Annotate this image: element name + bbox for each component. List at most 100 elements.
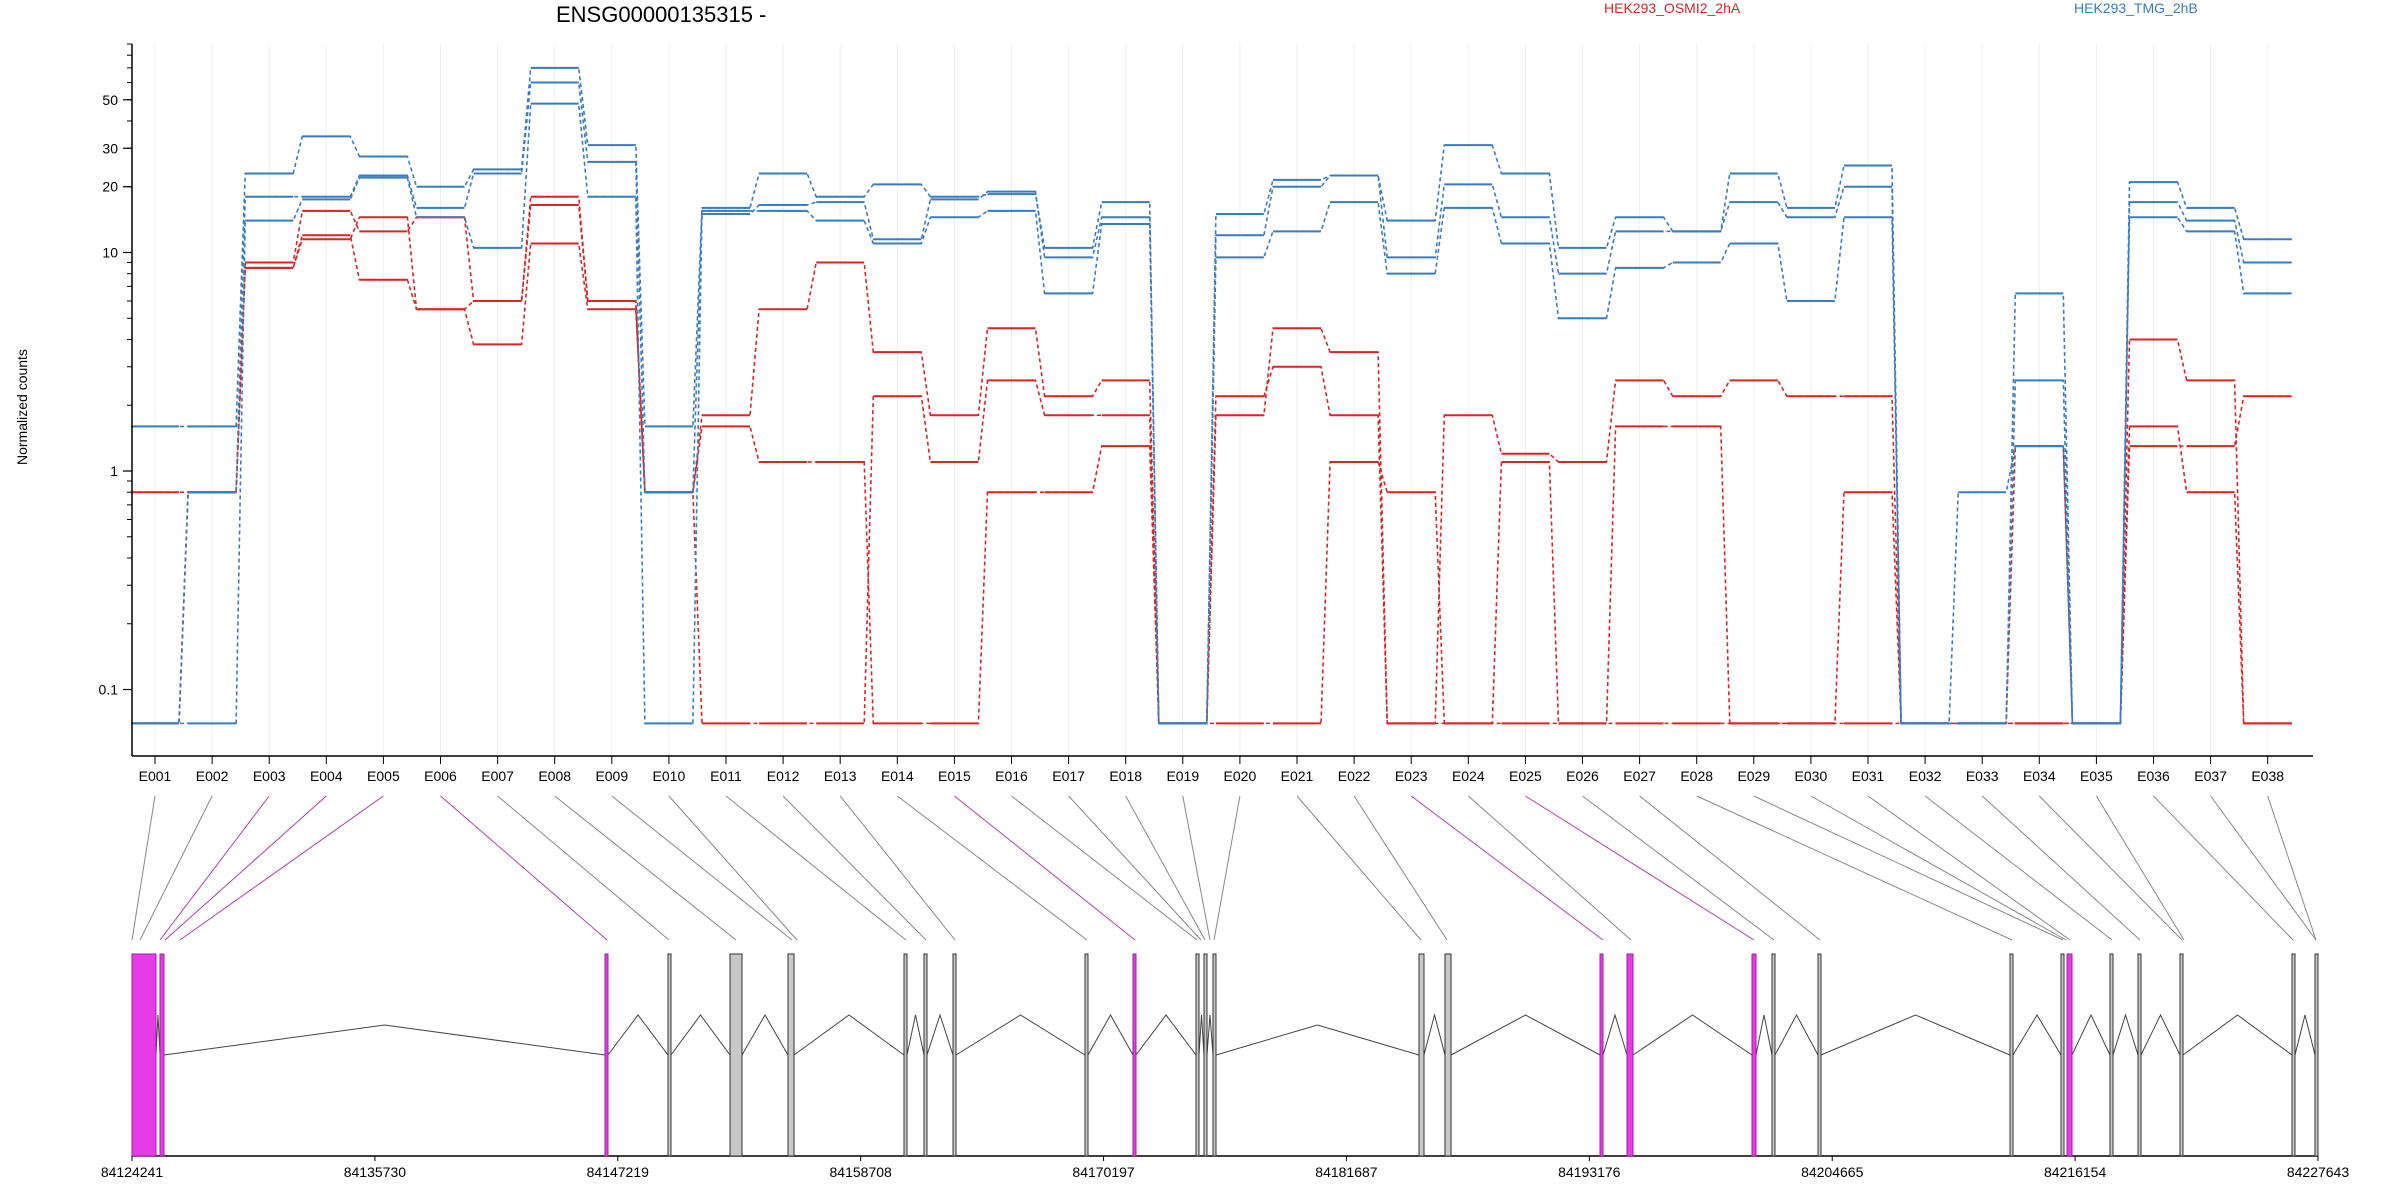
genomic-tick-label: 84204665 bbox=[1801, 1164, 1864, 1180]
x-tick-label: E005 bbox=[367, 768, 400, 784]
x-tick-label: E001 bbox=[139, 768, 172, 784]
x-tick-label: E006 bbox=[424, 768, 457, 784]
x-tick-label: E011 bbox=[710, 768, 742, 784]
exon-connector bbox=[1582, 795, 1775, 941]
intron-line bbox=[1423, 1013, 1446, 1056]
y-tick-label: 20 bbox=[102, 179, 118, 195]
exon-connector bbox=[2267, 795, 2317, 941]
x-tick-label: E019 bbox=[1166, 768, 1199, 784]
x-tick-label: E030 bbox=[1795, 768, 1828, 784]
exon-block bbox=[1771, 953, 1776, 1157]
intron-line bbox=[2182, 1014, 2293, 1056]
x-tick-label: E028 bbox=[1680, 768, 1713, 784]
exon-block bbox=[131, 953, 157, 1157]
intron-line bbox=[906, 1014, 925, 1056]
intron-line bbox=[741, 1013, 789, 1056]
series-layer bbox=[131, 66, 2292, 725]
intron-line bbox=[1198, 1014, 1205, 1056]
x-tick-label: E026 bbox=[1566, 768, 1599, 784]
exon-connector bbox=[1353, 795, 1448, 941]
exon-connector bbox=[2038, 795, 2183, 941]
x-tick-label: E012 bbox=[767, 768, 800, 784]
intron-line bbox=[1820, 1014, 2011, 1056]
x-tick-label: E035 bbox=[2080, 768, 2113, 784]
exon-connector bbox=[2153, 795, 2294, 941]
x-tick-label: E017 bbox=[1052, 768, 1085, 784]
x-tick-label: E031 bbox=[1852, 768, 1885, 784]
axes-layer: 0.1 1 10 20 30 50 E001 E002 E003 E004 E005 E006 E007… bbox=[99, 43, 2313, 784]
x-tick-label: E002 bbox=[196, 768, 229, 784]
exon-connector bbox=[2210, 795, 2317, 941]
intron-line bbox=[793, 1014, 905, 1056]
exon-connector bbox=[164, 795, 327, 941]
exon-connector bbox=[179, 795, 384, 941]
exon-block bbox=[1203, 953, 1208, 1157]
intron-line bbox=[955, 1014, 1086, 1056]
exon-block bbox=[1418, 953, 1425, 1157]
x-tick-label: E010 bbox=[653, 768, 686, 784]
exon-connector bbox=[1213, 795, 1241, 941]
intron-line bbox=[926, 1013, 954, 1056]
exon-connector bbox=[954, 795, 1136, 941]
exon-connector bbox=[725, 795, 907, 941]
exon-block bbox=[787, 953, 795, 1157]
exon-connector bbox=[1182, 795, 1211, 941]
exon-block bbox=[1599, 953, 1604, 1157]
genomic-tick-label: 84193176 bbox=[1558, 1164, 1621, 1180]
exon-connector bbox=[1696, 795, 2013, 941]
exon-block bbox=[2066, 953, 2073, 1157]
x-tick-label: E004 bbox=[310, 768, 343, 784]
intron-line bbox=[2294, 1014, 2316, 1056]
x-tick-label: E029 bbox=[1737, 768, 1770, 784]
exon-block bbox=[1626, 953, 1634, 1157]
x-tick-label: E015 bbox=[938, 768, 971, 784]
legend-item-osmi2: HEK293_OSMI2_2hA bbox=[1604, 0, 1741, 16]
x-tick-label: E038 bbox=[2251, 768, 2284, 784]
genomic-tick-label: 84135730 bbox=[344, 1164, 407, 1180]
exon-connector bbox=[1410, 795, 1604, 941]
exon-block bbox=[1195, 953, 1200, 1157]
exon-connector bbox=[782, 795, 927, 941]
exon-connector bbox=[131, 795, 156, 941]
exon-connector bbox=[1068, 795, 1202, 941]
series-line bbox=[131, 195, 2292, 725]
x-tick-label: E014 bbox=[881, 768, 914, 784]
x-tick-label: E025 bbox=[1509, 768, 1542, 784]
exon-block bbox=[1751, 953, 1757, 1157]
exon-connector bbox=[554, 795, 737, 941]
x-tick-label: E020 bbox=[1224, 768, 1257, 784]
exon-connector bbox=[839, 795, 956, 941]
x-tick-label: E022 bbox=[1338, 768, 1371, 784]
exon-connector bbox=[139, 795, 213, 941]
exon-connector bbox=[1924, 795, 2113, 941]
exon-connector bbox=[1753, 795, 2064, 941]
intron-line bbox=[1135, 1014, 1197, 1056]
exon-block bbox=[952, 953, 957, 1157]
gene-model-layer bbox=[131, 953, 2319, 1157]
exon-block bbox=[667, 953, 672, 1157]
series-4 bbox=[131, 66, 2292, 725]
series-6 bbox=[131, 102, 2292, 725]
genomic-tick-label: 84227643 bbox=[2287, 1164, 2350, 1180]
intron-line bbox=[1215, 1024, 1420, 1056]
exon-block bbox=[2009, 953, 2014, 1157]
exon-block bbox=[2137, 953, 2142, 1157]
exon-connector bbox=[1810, 795, 2067, 941]
exon-block bbox=[159, 953, 165, 1157]
x-tick-label: E009 bbox=[595, 768, 628, 784]
exon-connector bbox=[440, 795, 608, 941]
series-5 bbox=[131, 81, 2292, 725]
exon-block bbox=[729, 953, 743, 1157]
exon-block bbox=[2291, 953, 2296, 1157]
intron-line bbox=[1632, 1014, 1753, 1056]
intron-line bbox=[1602, 1013, 1628, 1056]
intron-line bbox=[2071, 1013, 2111, 1056]
x-tick-label: E036 bbox=[2137, 768, 2170, 784]
x-tick-label: E016 bbox=[995, 768, 1028, 784]
exon-connector bbox=[668, 795, 798, 941]
genomic-tick-label: 84147219 bbox=[587, 1164, 650, 1180]
exon-block bbox=[1212, 953, 1217, 1157]
chart-title: ENSG00000135315 - bbox=[556, 2, 767, 27]
legend-item-tmg: HEK293_TMG_2hB bbox=[2074, 0, 2198, 16]
